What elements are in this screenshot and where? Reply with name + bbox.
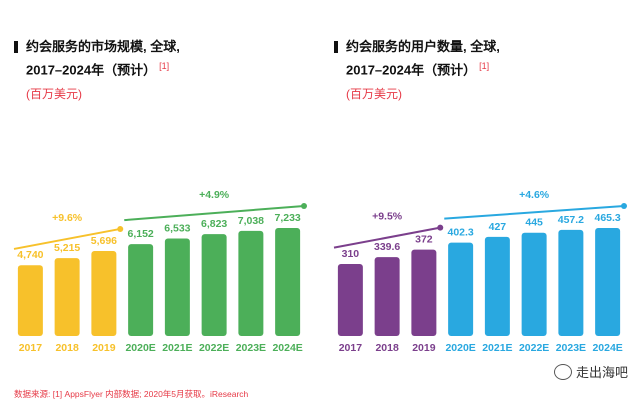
value-label: 6,533 xyxy=(164,222,190,234)
category-label: 2024E xyxy=(272,342,302,354)
category-label: 2021E xyxy=(162,342,192,354)
category-label: 2018 xyxy=(375,342,399,354)
category-label: 2022E xyxy=(199,342,229,354)
value-label: 6,823 xyxy=(201,218,227,230)
category-label: 2019 xyxy=(412,342,436,354)
value-label: 5,215 xyxy=(54,242,80,254)
cagr-label: +9.6% xyxy=(52,212,83,224)
category-label: 2019 xyxy=(92,342,116,354)
trend-endpoint xyxy=(117,226,123,232)
value-label: 310 xyxy=(342,248,360,260)
bar-2020E xyxy=(128,244,153,336)
cagr-label: +4.9% xyxy=(199,189,230,201)
bar-2018 xyxy=(375,257,400,336)
cagr-label: +4.6% xyxy=(519,189,550,201)
bar-2019 xyxy=(91,251,116,336)
trend-endpoint xyxy=(621,203,627,209)
value-label: 5,696 xyxy=(91,235,117,247)
category-label: 2020E xyxy=(125,342,155,354)
bar-2021E xyxy=(165,238,190,336)
category-label: 2023E xyxy=(556,342,586,354)
value-label: 7,038 xyxy=(238,215,264,227)
bar-2020E xyxy=(448,243,473,336)
market-size-chart: 4,740 2017 5,215 2018 5,696 2019 6,152 2020E 6,5… xyxy=(0,0,320,380)
bar-2017 xyxy=(18,265,43,336)
category-label: 2023E xyxy=(236,342,266,354)
bar-2023E xyxy=(558,230,583,336)
value-label: 427 xyxy=(489,221,507,233)
bar-2024E xyxy=(595,228,620,336)
cagr-label: +9.5% xyxy=(372,211,403,223)
user-count-chart: 310 2017 339.6 2018 372 2019 402.3 2020E 427 2021… xyxy=(320,0,640,380)
watermark-text: 走出海吧 xyxy=(576,362,628,381)
market-size-panel: 约会服务的市场规模, 全球, 2017–2024年（预计） [1] (百万美元) … xyxy=(0,0,320,380)
category-label: 2022E xyxy=(519,342,549,354)
value-label: 402.3 xyxy=(447,227,473,239)
bar-2022E xyxy=(522,233,547,336)
category-label: 2021E xyxy=(482,342,512,354)
source-note: 数据来源: [1] AppsFlyer 内部数据; 2020年5月获取。iRes… xyxy=(14,388,248,400)
watermark: 走出海吧 xyxy=(554,362,628,381)
wechat-icon xyxy=(554,364,572,380)
value-label: 339.6 xyxy=(374,241,400,253)
value-label: 6,152 xyxy=(127,228,153,240)
bar-2023E xyxy=(238,231,263,336)
bar-2022E xyxy=(202,234,227,336)
value-label: 457.2 xyxy=(558,214,584,226)
bar-2024E xyxy=(275,228,300,336)
value-label: 7,233 xyxy=(274,212,300,224)
bar-2017 xyxy=(338,264,363,336)
value-label: 372 xyxy=(415,234,433,246)
bar-2021E xyxy=(485,237,510,336)
category-label: 2024E xyxy=(592,342,622,354)
bar-2019 xyxy=(411,250,436,336)
value-label: 4,740 xyxy=(17,249,43,261)
value-label: 445 xyxy=(525,217,543,229)
category-label: 2020E xyxy=(445,342,475,354)
category-label: 2018 xyxy=(55,342,79,354)
category-label: 2017 xyxy=(19,342,43,354)
trend-endpoint xyxy=(301,203,307,209)
user-count-panel: 约会服务的用户数量, 全球, 2017–2024年（预计） [1] (百万美元) … xyxy=(320,0,640,380)
trend-endpoint xyxy=(437,225,443,231)
bar-2018 xyxy=(55,258,80,336)
value-label: 465.3 xyxy=(594,212,620,224)
category-label: 2017 xyxy=(339,342,363,354)
